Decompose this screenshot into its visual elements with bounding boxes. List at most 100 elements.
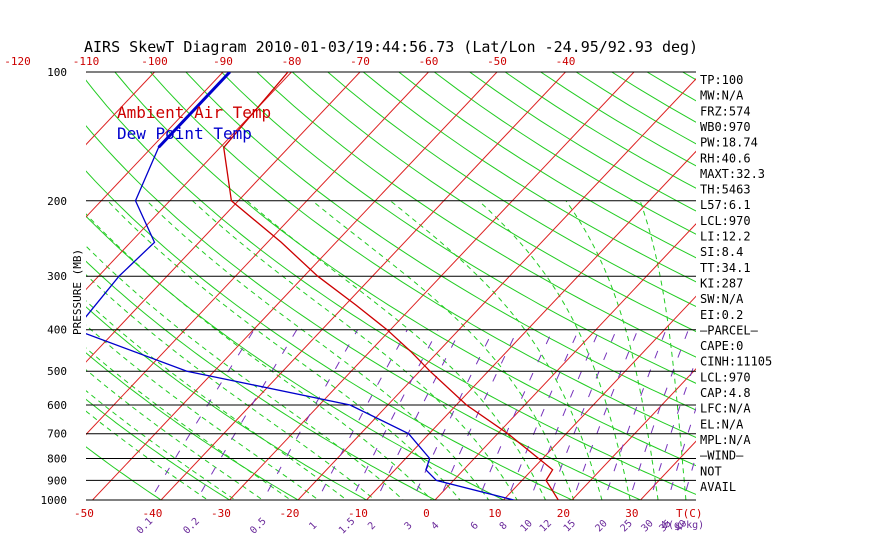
bottom-temp-tick-label: 30 xyxy=(625,507,638,520)
x-axis-label: T(C) xyxy=(676,507,703,520)
top-temp-tick-label: -50 xyxy=(487,55,507,68)
mixing-ratio-line xyxy=(603,329,667,500)
isotherm xyxy=(0,72,18,509)
dry-adiabat xyxy=(754,72,870,509)
dry-adiabat xyxy=(86,306,368,500)
top-temp-tick-label: -120 xyxy=(4,55,31,68)
sounding-index-label: SI:8.4 xyxy=(700,245,743,259)
sounding-index-label: CAPE:0 xyxy=(700,339,743,353)
bottom-temp-tick-label: -50 xyxy=(74,507,94,520)
sounding-index-label: TH:5463 xyxy=(700,183,751,197)
moist-adiabat xyxy=(639,200,687,500)
isobar-lines xyxy=(86,71,696,501)
dry-adiabat xyxy=(86,352,300,500)
top-temp-tick-label: -80 xyxy=(282,55,302,68)
bottom-temp-tick-label: 10 xyxy=(488,507,501,520)
isotherm xyxy=(86,72,429,436)
chart-title: AIRS SkewT Diagram 2010-01-03/19:44:56.7… xyxy=(84,38,698,56)
isotherm xyxy=(160,72,566,500)
mixing-ratio-line xyxy=(506,329,580,500)
moist-adiabat xyxy=(86,347,292,500)
sounding-index-label: FRZ:574 xyxy=(700,104,751,118)
mixing-ratio-tick-label: 20 xyxy=(593,518,609,534)
mixing-ratio-tick-label: 0.2 xyxy=(181,516,202,537)
mixing-ratio-line xyxy=(477,329,554,500)
isotherm xyxy=(502,295,696,500)
moist-adiabat xyxy=(86,369,264,500)
moist-adiabat xyxy=(390,200,603,500)
bottom-temp-tick-label: -30 xyxy=(211,507,231,520)
sounding-index-label: LI:12.2 xyxy=(700,230,751,244)
isotherm xyxy=(86,72,361,363)
pressure-tick-label: 400 xyxy=(47,324,67,337)
sounding-index-label: AVAIL xyxy=(700,480,736,494)
sounding-index-label: KI:287 xyxy=(700,277,743,291)
sounding-index-label: L57:6.1 xyxy=(700,198,751,212)
dry-adiabat xyxy=(86,398,231,500)
isotherm xyxy=(365,150,696,500)
legend-ambient-air-temp: Ambient Air Temp xyxy=(117,103,271,122)
bottom-temp-tick-label: 20 xyxy=(557,507,570,520)
sounding-index-label: CINH:11105 xyxy=(700,355,772,369)
sounding-index-label: MAXT:32.3 xyxy=(700,167,765,181)
moist-adiabat xyxy=(107,200,461,500)
pressure-tick-label: 700 xyxy=(47,428,67,441)
sounding-index-label: EL:N/A xyxy=(700,417,744,431)
dry-adiabat xyxy=(86,446,162,500)
dry-adiabat xyxy=(789,72,870,509)
dry-adiabat xyxy=(504,72,696,189)
dry-adiabat xyxy=(362,72,696,283)
dry-adiabat xyxy=(150,72,696,438)
mixing-ratio-line xyxy=(262,329,359,500)
mixing-ratio-tick-label: 1 xyxy=(307,520,319,532)
pressure-tick-label: 300 xyxy=(47,270,67,283)
sounding-index-label: —WIND— xyxy=(700,449,744,463)
moist-adiabat xyxy=(311,200,575,500)
mixing-ratio-line xyxy=(350,329,439,500)
sounding-index-label: LFC:N/A xyxy=(700,402,751,416)
mixing-ratio-line xyxy=(149,329,255,500)
dry-adiabat xyxy=(86,215,505,500)
pressure-tick-label: 1000 xyxy=(41,494,68,507)
pressure-tick-label: 900 xyxy=(47,474,67,487)
mixing-ratio-tick-label: 30 xyxy=(639,518,655,534)
dry-adiabat xyxy=(86,79,696,495)
ambient-air-temp-line xyxy=(223,72,559,500)
dry-adiabat xyxy=(221,72,696,384)
dry-adiabat xyxy=(469,72,696,212)
sounding-index-label: NOT xyxy=(700,464,722,478)
dry-adiabat xyxy=(327,72,696,307)
sounding-index-label: SW:N/A xyxy=(700,292,744,306)
mixing-ratio-line xyxy=(438,329,518,500)
dry-adiabat xyxy=(256,72,696,358)
isotherm xyxy=(86,72,224,218)
sounding-index-label: LCL:970 xyxy=(700,370,751,384)
top-temp-tick-label: -100 xyxy=(141,55,168,68)
moist-adiabat xyxy=(86,410,209,500)
top-temp-tick-label: -60 xyxy=(419,55,439,68)
sounding-index-label: TP:100 xyxy=(700,73,743,87)
mixing-ratio-tick-label: 3 xyxy=(403,520,415,532)
dry-adiabat xyxy=(398,72,696,259)
mixing-ratio-line xyxy=(529,329,600,500)
mixing-ratio-tick-label: 25 xyxy=(619,518,635,534)
moist-adiabat xyxy=(86,213,433,500)
mixing-ratio-tick-label: 2 xyxy=(366,520,378,532)
top-temp-tick-label: -90 xyxy=(213,55,233,68)
y-axis-label: PRESSURE (MB) xyxy=(71,249,84,335)
isotherm xyxy=(571,368,696,500)
moist-adiabat xyxy=(478,200,631,500)
sounding-index-label: MPL:N/A xyxy=(700,433,751,447)
mixing-ratio-line xyxy=(411,329,494,500)
moist-adiabat xyxy=(246,200,547,500)
isotherm xyxy=(769,72,870,509)
mixing-ratio-line xyxy=(572,329,639,500)
top-temp-tick-label: -110 xyxy=(73,55,100,68)
pressure-tick-label: 100 xyxy=(47,66,67,79)
sounding-index-label: EI:0.2 xyxy=(700,308,743,322)
mixing-ratio-tick-label: 15 xyxy=(562,518,578,534)
bottom-temp-tick-label: -40 xyxy=(142,507,162,520)
